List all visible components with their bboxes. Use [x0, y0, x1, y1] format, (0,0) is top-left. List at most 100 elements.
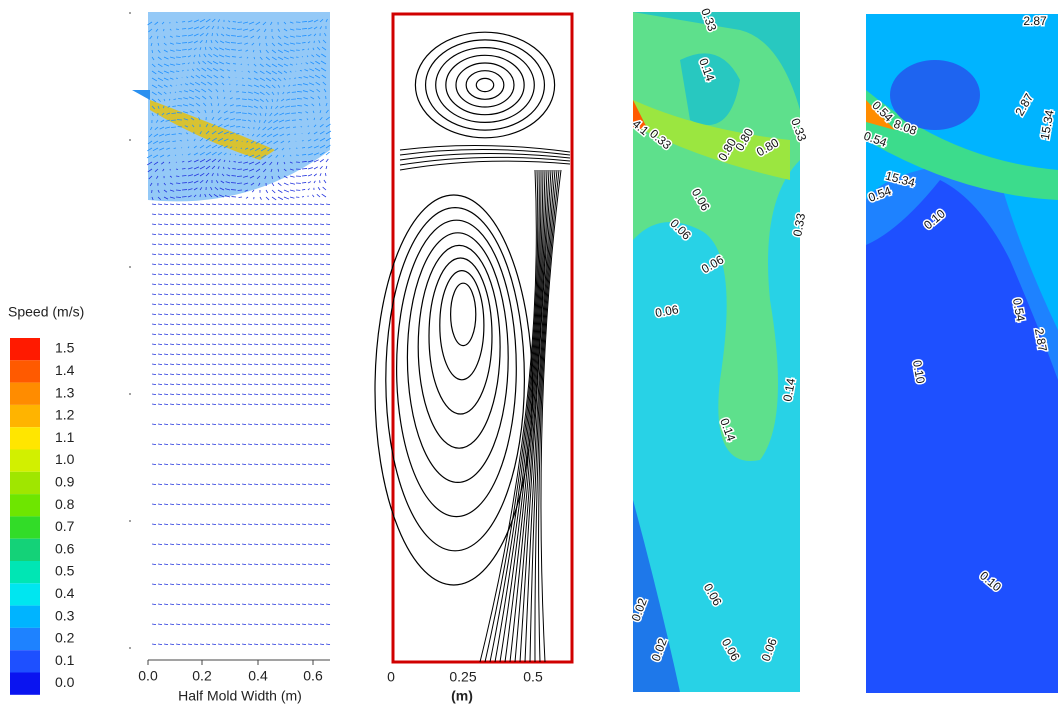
x-tick-label: 0.2 — [192, 668, 212, 684]
colorbar-label: 0.7 — [55, 518, 75, 534]
vector — [237, 29, 242, 30]
vector — [299, 119, 302, 120]
x-tick-label: 0 — [387, 669, 395, 685]
x-tick-label: 0.5 — [523, 669, 543, 685]
vector — [242, 106, 247, 107]
colorbar-swatch — [10, 427, 40, 449]
vector — [302, 168, 307, 169]
vector — [242, 120, 246, 121]
vector — [297, 91, 302, 92]
contour-label: 0.33 — [790, 212, 808, 238]
vector — [283, 155, 284, 157]
colorbar-label: 0.3 — [55, 607, 75, 623]
colorbar-label: 1.4 — [55, 362, 75, 378]
colorbar-label: 1.3 — [55, 384, 75, 400]
colorbar-swatch — [10, 650, 40, 672]
colorbar-swatch — [10, 583, 40, 605]
streamline — [436, 48, 535, 123]
vector — [212, 33, 213, 36]
vector — [199, 54, 200, 57]
streamline — [440, 271, 484, 380]
streamline — [466, 71, 504, 100]
colorbar-swatch — [10, 338, 40, 360]
nozzle — [132, 90, 150, 100]
streamline — [446, 55, 524, 114]
vector — [242, 99, 247, 100]
x-tick-label: 0.25 — [449, 669, 476, 685]
vector — [302, 35, 306, 36]
colorbar-label: 1.5 — [55, 340, 75, 356]
colorbar-label: 1.0 — [55, 451, 75, 467]
vector — [242, 78, 244, 79]
colorbar-label: 1.1 — [55, 429, 75, 445]
vector — [298, 112, 302, 113]
vector — [237, 169, 242, 170]
x-tick-label: 0.0 — [138, 668, 158, 684]
colorbar-swatch — [10, 673, 40, 695]
streamline — [418, 245, 500, 448]
vector — [242, 127, 245, 128]
colorbar-title: Speed (m/s) — [8, 304, 84, 320]
vector — [238, 22, 242, 23]
vector — [223, 167, 224, 169]
vector — [242, 134, 244, 135]
colorbar-swatch — [10, 405, 40, 427]
streamline — [407, 233, 508, 483]
streamline — [400, 145, 570, 152]
vector — [302, 49, 304, 50]
vector — [238, 162, 242, 163]
colorbar-swatch — [10, 606, 40, 628]
vector — [241, 148, 242, 149]
colorbar-swatch — [10, 450, 40, 472]
colorbar-label: 1.2 — [55, 407, 75, 423]
vector — [302, 175, 307, 176]
streamline — [476, 78, 493, 91]
streamline — [429, 258, 492, 414]
vector — [302, 189, 305, 190]
colorbar-swatch — [10, 472, 40, 494]
vector — [297, 98, 302, 99]
vector — [163, 106, 164, 108]
vector — [239, 197, 242, 198]
vector — [242, 92, 246, 93]
streamline — [426, 40, 545, 130]
colorbar-swatch — [10, 516, 40, 538]
streamline — [400, 161, 570, 170]
colorbar-swatch — [10, 561, 40, 583]
vector — [302, 28, 307, 29]
colorbar-label: 0.8 — [55, 496, 75, 512]
vector — [212, 110, 213, 113]
vector — [241, 64, 242, 65]
colorbar-label: 0.6 — [55, 540, 75, 556]
vector — [302, 42, 306, 43]
vector — [223, 90, 224, 92]
vector — [259, 43, 260, 46]
contour-label: 2.87 — [1023, 14, 1047, 28]
colorbar-label: 0.2 — [55, 630, 75, 646]
vector — [238, 190, 242, 191]
vector — [237, 176, 242, 177]
streamline — [485, 170, 538, 662]
vector — [238, 50, 242, 51]
colorbar-label: 0.0 — [55, 674, 75, 690]
x-tick-label: 0.6 — [303, 668, 323, 684]
vector — [297, 105, 302, 106]
vector — [302, 140, 304, 141]
colorbar-swatch — [10, 628, 40, 650]
streamline — [400, 150, 570, 156]
vector — [242, 85, 245, 86]
vector — [302, 56, 303, 57]
colorbar-label: 0.9 — [55, 474, 75, 490]
vector — [302, 154, 306, 155]
streamline — [456, 63, 514, 107]
vector — [301, 126, 302, 127]
vector — [302, 182, 306, 183]
streamline — [397, 220, 517, 516]
vector — [237, 183, 242, 184]
colorbar-label: 0.4 — [55, 585, 75, 601]
x-axis-label: (m) — [451, 688, 473, 704]
x-axis-label: Half Mold Width (m) — [178, 688, 302, 704]
vector — [302, 21, 307, 22]
vector — [237, 36, 242, 37]
